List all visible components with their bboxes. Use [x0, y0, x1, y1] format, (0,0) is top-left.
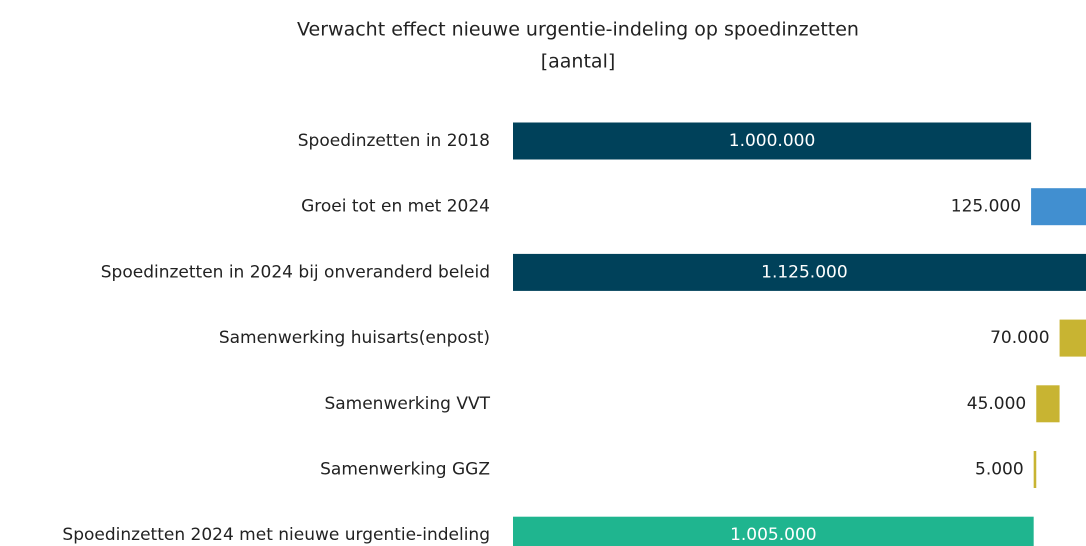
- value-label: 1.000.000: [729, 131, 816, 151]
- bar: [513, 122, 1032, 160]
- value-label: 1.005.000: [730, 525, 817, 545]
- value-label: 45.000: [967, 394, 1026, 414]
- category-label: Spoedinzetten in 2024 bij onveranderd be…: [101, 262, 490, 282]
- category-label: Spoedinzetten 2024 met nieuwe urgentie-i…: [62, 525, 490, 545]
- category-label: Spoedinzetten in 2018: [298, 131, 490, 151]
- bar: [513, 253, 1086, 291]
- chart-title: Verwacht effect nieuwe urgentie-indeling…: [297, 19, 859, 41]
- category-label: Groei tot en met 2024: [301, 197, 490, 217]
- value-label: 125.000: [951, 197, 1021, 217]
- value-label: 5.000: [975, 460, 1024, 480]
- bar: [513, 516, 1034, 546]
- category-label: Samenwerking huisarts(enpost): [219, 328, 490, 348]
- bar: [1031, 188, 1086, 226]
- category-label: Samenwerking GGZ: [320, 460, 490, 480]
- bar: [1033, 451, 1037, 488]
- category-label: Samenwerking VVT: [324, 394, 490, 414]
- bar: [1059, 319, 1086, 357]
- chart-subtitle: [aantal]: [541, 51, 616, 73]
- value-label: 1.125.000: [761, 262, 848, 282]
- bar: [1036, 385, 1060, 423]
- value-label: 70.000: [990, 328, 1049, 348]
